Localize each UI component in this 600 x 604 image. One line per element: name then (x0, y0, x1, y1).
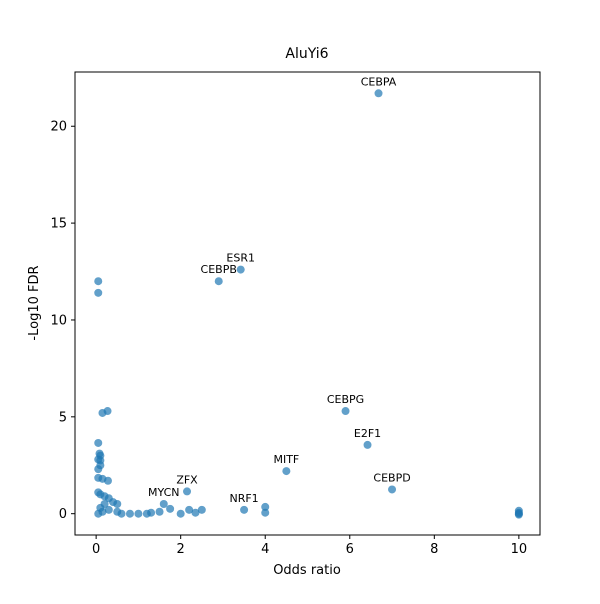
y-tick-label: 20 (50, 120, 67, 135)
x-axis-label: Odds ratio (273, 563, 341, 578)
point (374, 89, 383, 98)
point (185, 505, 194, 514)
chart-title: AluYi6 (285, 46, 328, 62)
point (166, 504, 175, 513)
point (261, 502, 270, 511)
point (94, 277, 103, 286)
point (117, 509, 126, 518)
point (514, 510, 523, 519)
point (113, 500, 122, 509)
point-label: ZFX (176, 473, 198, 486)
x-tick-label: 8 (430, 542, 438, 557)
point (191, 508, 200, 517)
point (261, 508, 270, 517)
point-label: CEBPA (361, 75, 397, 88)
x-tick-label: 10 (511, 542, 528, 557)
point-label: MYCN (148, 486, 180, 499)
point (183, 487, 192, 496)
point (98, 507, 107, 516)
point (94, 438, 103, 447)
x-tick-label: 0 (92, 542, 100, 557)
point (341, 407, 350, 416)
point-label: ESR1 (226, 252, 255, 265)
point-label: CEBPG (327, 393, 364, 406)
x-tick-label: 6 (346, 542, 354, 557)
x-tick-label: 4 (261, 542, 269, 557)
point (363, 440, 372, 449)
x-tick-label: 2 (177, 542, 185, 557)
y-axis-label: -Log10 FDR (27, 265, 42, 340)
plot-frame (74, 71, 541, 536)
y-tick-label: 5 (59, 410, 67, 425)
point (214, 277, 223, 286)
point (282, 467, 291, 476)
point-label: E2F1 (354, 427, 381, 440)
point (388, 485, 397, 494)
point (197, 505, 206, 514)
point-label: MITF (273, 453, 299, 466)
point-label: NRF1 (229, 492, 258, 505)
point (104, 505, 113, 514)
point (134, 509, 143, 518)
point (159, 500, 168, 509)
point (96, 461, 105, 470)
point (103, 407, 112, 416)
point (155, 507, 164, 516)
point (236, 265, 245, 274)
y-tick-label: 0 (59, 507, 67, 522)
point (125, 509, 134, 518)
point (147, 508, 156, 517)
point (103, 476, 112, 485)
point (240, 505, 249, 514)
y-tick-label: 15 (50, 217, 67, 232)
y-tick-label: 10 (50, 313, 67, 328)
point-label: CEBPD (373, 471, 410, 484)
point (94, 288, 103, 297)
point-label: CEBPB (201, 263, 237, 276)
point (176, 509, 185, 518)
